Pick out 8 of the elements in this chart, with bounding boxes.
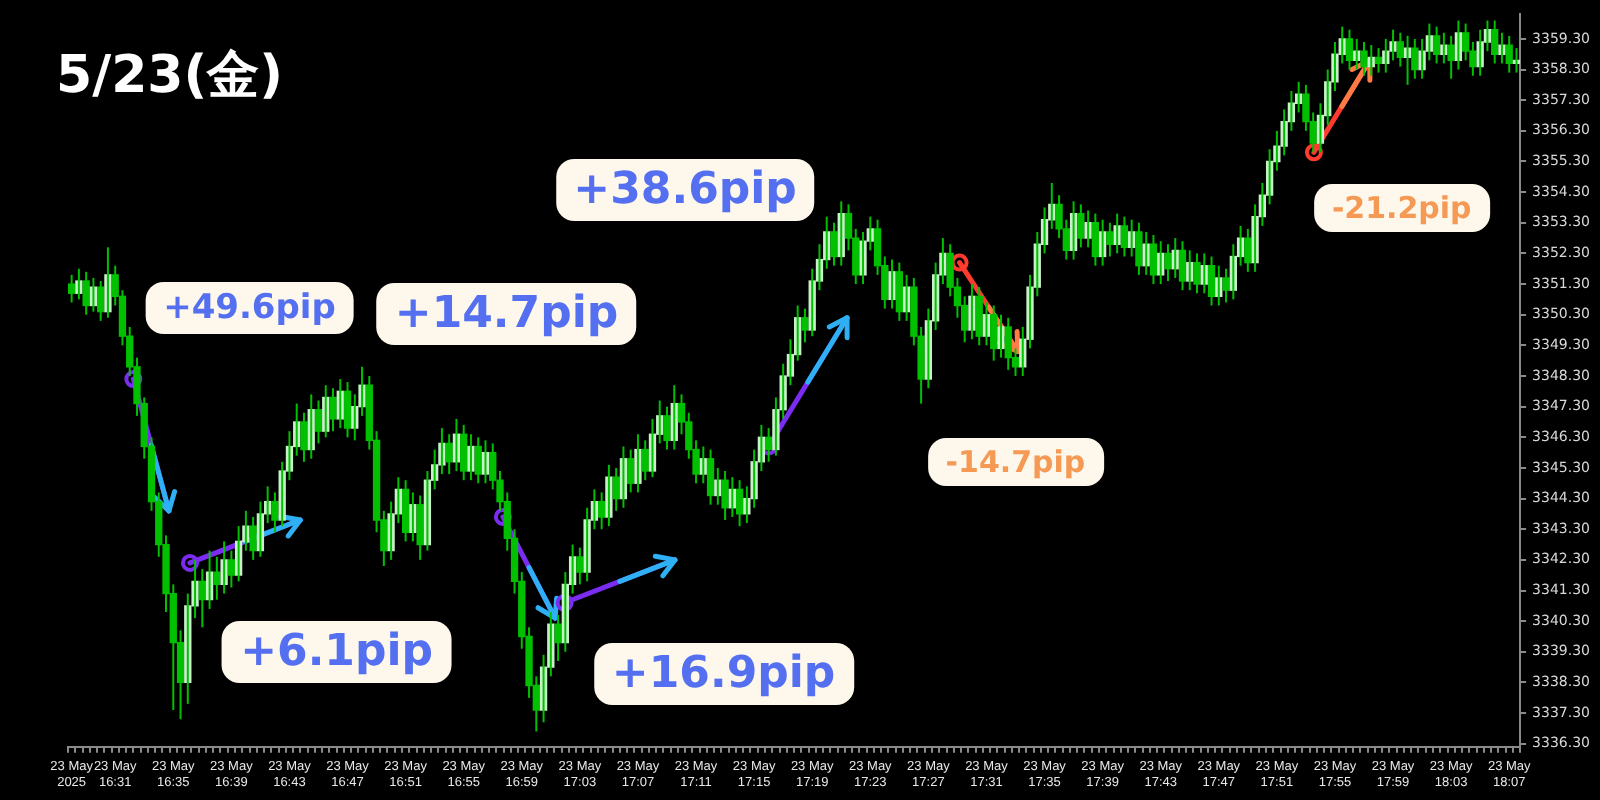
annotation: +6.1pip: [222, 620, 452, 683]
annotation: +16.9pip: [593, 642, 854, 705]
annotation: -14.7pip: [927, 437, 1104, 486]
annotation: +14.7pip: [376, 283, 637, 346]
annotation: +38.6pip: [555, 158, 815, 221]
text: 5/23(金): [56, 44, 284, 110]
annotation: +49.6pip: [145, 282, 354, 335]
annotation: -21.2pip: [1313, 183, 1490, 232]
